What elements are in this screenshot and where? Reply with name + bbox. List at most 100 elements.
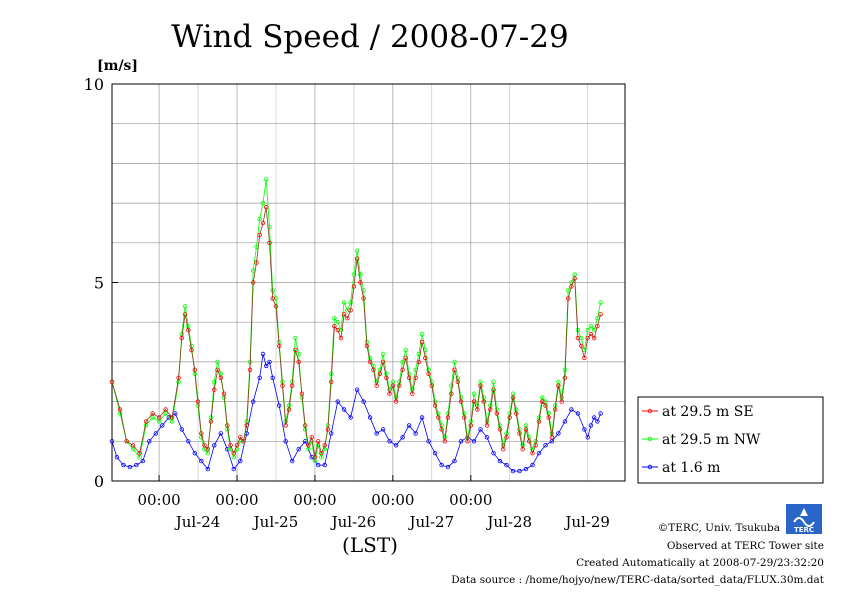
data-point bbox=[543, 403, 548, 408]
grid bbox=[112, 84, 625, 481]
data-point bbox=[406, 375, 412, 380]
data-point bbox=[296, 447, 301, 452]
data-point bbox=[202, 443, 207, 448]
data-point bbox=[553, 407, 558, 412]
data-point bbox=[117, 411, 123, 416]
logo-text: TERC bbox=[794, 526, 814, 534]
data-point bbox=[452, 359, 457, 365]
data-point bbox=[322, 443, 327, 448]
data-point bbox=[260, 200, 266, 206]
data-point bbox=[348, 415, 353, 420]
data-point bbox=[504, 435, 509, 440]
data-point bbox=[458, 399, 464, 404]
data-point bbox=[523, 466, 529, 472]
data-point bbox=[189, 347, 194, 353]
data-point bbox=[345, 308, 350, 313]
terc-logo: TERC bbox=[786, 504, 822, 534]
x-axis-label: (LST) bbox=[342, 533, 398, 557]
data-point bbox=[250, 399, 256, 404]
data-point bbox=[280, 383, 285, 388]
data-point bbox=[478, 427, 483, 432]
data-point bbox=[510, 468, 516, 474]
data-point bbox=[598, 411, 603, 416]
data-point bbox=[316, 439, 321, 444]
data-point bbox=[445, 415, 451, 420]
data-point bbox=[241, 439, 246, 444]
data-point bbox=[436, 415, 441, 420]
data-point bbox=[244, 423, 249, 428]
data-point bbox=[387, 391, 392, 396]
data-point bbox=[332, 324, 337, 329]
data-point bbox=[579, 343, 584, 349]
data-point bbox=[468, 423, 473, 428]
data-point bbox=[380, 351, 386, 357]
data-point bbox=[413, 431, 418, 436]
series-0 bbox=[109, 204, 603, 460]
data-point bbox=[423, 355, 428, 361]
data-point bbox=[127, 464, 133, 470]
x-tick-label-time: 00:00 bbox=[215, 491, 258, 509]
x-tick-label-date: Jul-29 bbox=[563, 513, 610, 531]
data-point bbox=[124, 439, 129, 444]
data-point bbox=[403, 347, 408, 353]
data-point bbox=[510, 395, 516, 400]
x-tick-label-time: 00:00 bbox=[449, 491, 492, 509]
data-point bbox=[361, 296, 366, 301]
data-point bbox=[238, 435, 243, 440]
data-point bbox=[218, 431, 223, 436]
data-point bbox=[218, 375, 223, 380]
credits: ©TERC, Univ. Tsukuba Observed at TERC To… bbox=[451, 522, 825, 586]
data-point bbox=[484, 423, 490, 428]
data-point bbox=[429, 383, 434, 388]
data-point bbox=[536, 451, 542, 456]
data-point bbox=[143, 423, 149, 428]
data-point bbox=[186, 439, 191, 444]
series-group bbox=[109, 177, 603, 474]
data-point bbox=[345, 316, 350, 321]
data-point bbox=[530, 462, 535, 468]
credit-copyright: ©TERC, Univ. Tsukuba bbox=[658, 522, 780, 534]
data-point bbox=[109, 439, 115, 444]
data-point bbox=[445, 464, 451, 470]
data-point bbox=[471, 439, 477, 444]
data-point bbox=[364, 343, 370, 349]
data-point bbox=[419, 415, 425, 420]
data-point bbox=[598, 300, 603, 305]
data-point bbox=[569, 284, 574, 289]
data-point bbox=[316, 462, 321, 468]
data-point bbox=[199, 458, 204, 464]
data-point bbox=[380, 359, 386, 365]
data-point bbox=[205, 447, 210, 452]
data-point bbox=[559, 399, 564, 404]
data-point bbox=[332, 316, 337, 321]
data-point bbox=[137, 451, 142, 456]
data-point bbox=[322, 462, 327, 468]
data-point bbox=[231, 451, 236, 456]
data-point bbox=[270, 375, 275, 380]
data-point bbox=[264, 177, 269, 182]
data-point bbox=[371, 367, 376, 372]
data-point bbox=[325, 427, 331, 432]
data-point bbox=[562, 419, 568, 424]
data-point bbox=[293, 335, 298, 341]
data-point bbox=[439, 462, 444, 468]
data-point bbox=[117, 407, 123, 412]
data-point bbox=[221, 391, 227, 396]
data-point bbox=[260, 351, 266, 357]
data-point bbox=[523, 427, 529, 432]
data-point bbox=[231, 455, 236, 460]
data-point bbox=[367, 359, 373, 365]
y-tick-label: 0 bbox=[94, 472, 104, 491]
data-point bbox=[153, 431, 158, 436]
data-point bbox=[290, 383, 295, 388]
data-point bbox=[585, 327, 590, 333]
x-tick-label-date: Jul-25 bbox=[252, 513, 299, 531]
data-point bbox=[575, 411, 581, 416]
data-point bbox=[572, 276, 577, 281]
data-point bbox=[163, 411, 168, 416]
data-point bbox=[517, 431, 522, 436]
data-point bbox=[329, 379, 334, 384]
data-point bbox=[163, 407, 168, 412]
data-point bbox=[416, 359, 421, 365]
data-point bbox=[442, 439, 447, 444]
